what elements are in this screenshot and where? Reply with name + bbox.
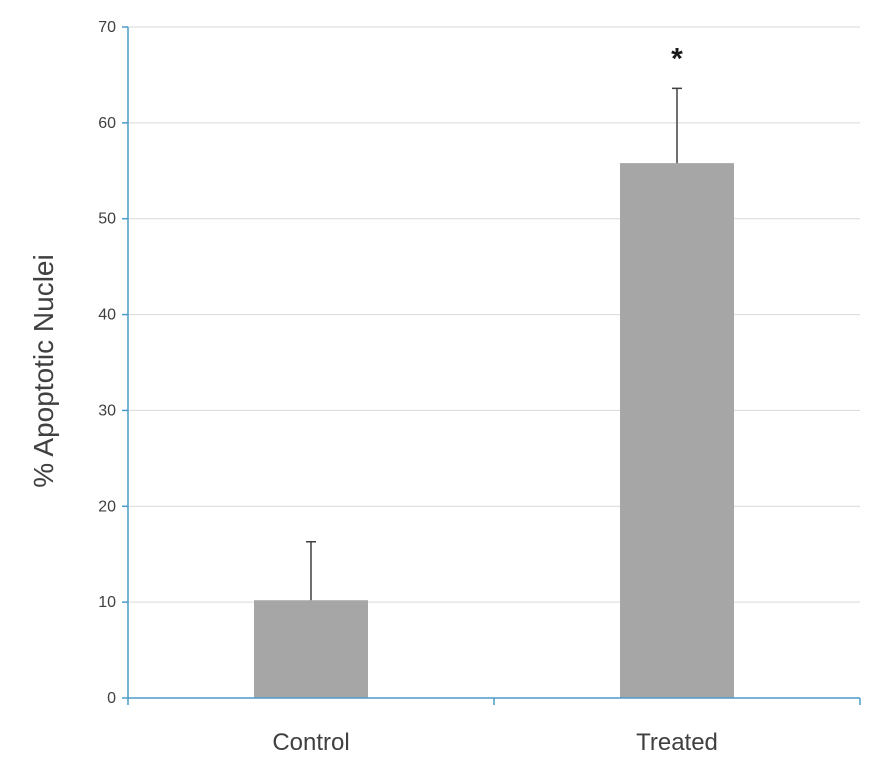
bars — [254, 163, 734, 699]
significance-marker-treated: * — [671, 42, 683, 75]
y-axis-title: % Apoptotic Nuclei — [28, 254, 59, 487]
y-tick-label-40: 40 — [98, 307, 116, 324]
labels: 0 10 20 30 40 50 60 70 Control Treated * — [98, 19, 718, 756]
y-tick-label-20: 20 — [98, 498, 116, 515]
x-category-label-control: Control — [272, 729, 349, 756]
bar-control — [254, 600, 368, 698]
y-tick-label-30: 30 — [98, 402, 116, 419]
x-category-label-treated: Treated — [636, 729, 718, 756]
gridlines — [128, 26, 860, 603]
y-tick-label-10: 10 — [98, 594, 116, 611]
axes — [122, 26, 861, 705]
error-bars — [306, 87, 682, 601]
y-tick-label-70: 70 — [98, 19, 116, 36]
bar-treated — [620, 163, 734, 699]
y-tick-label-60: 60 — [98, 115, 116, 132]
y-tick-label-50: 50 — [98, 211, 116, 228]
y-tick-label-0: 0 — [107, 690, 116, 707]
